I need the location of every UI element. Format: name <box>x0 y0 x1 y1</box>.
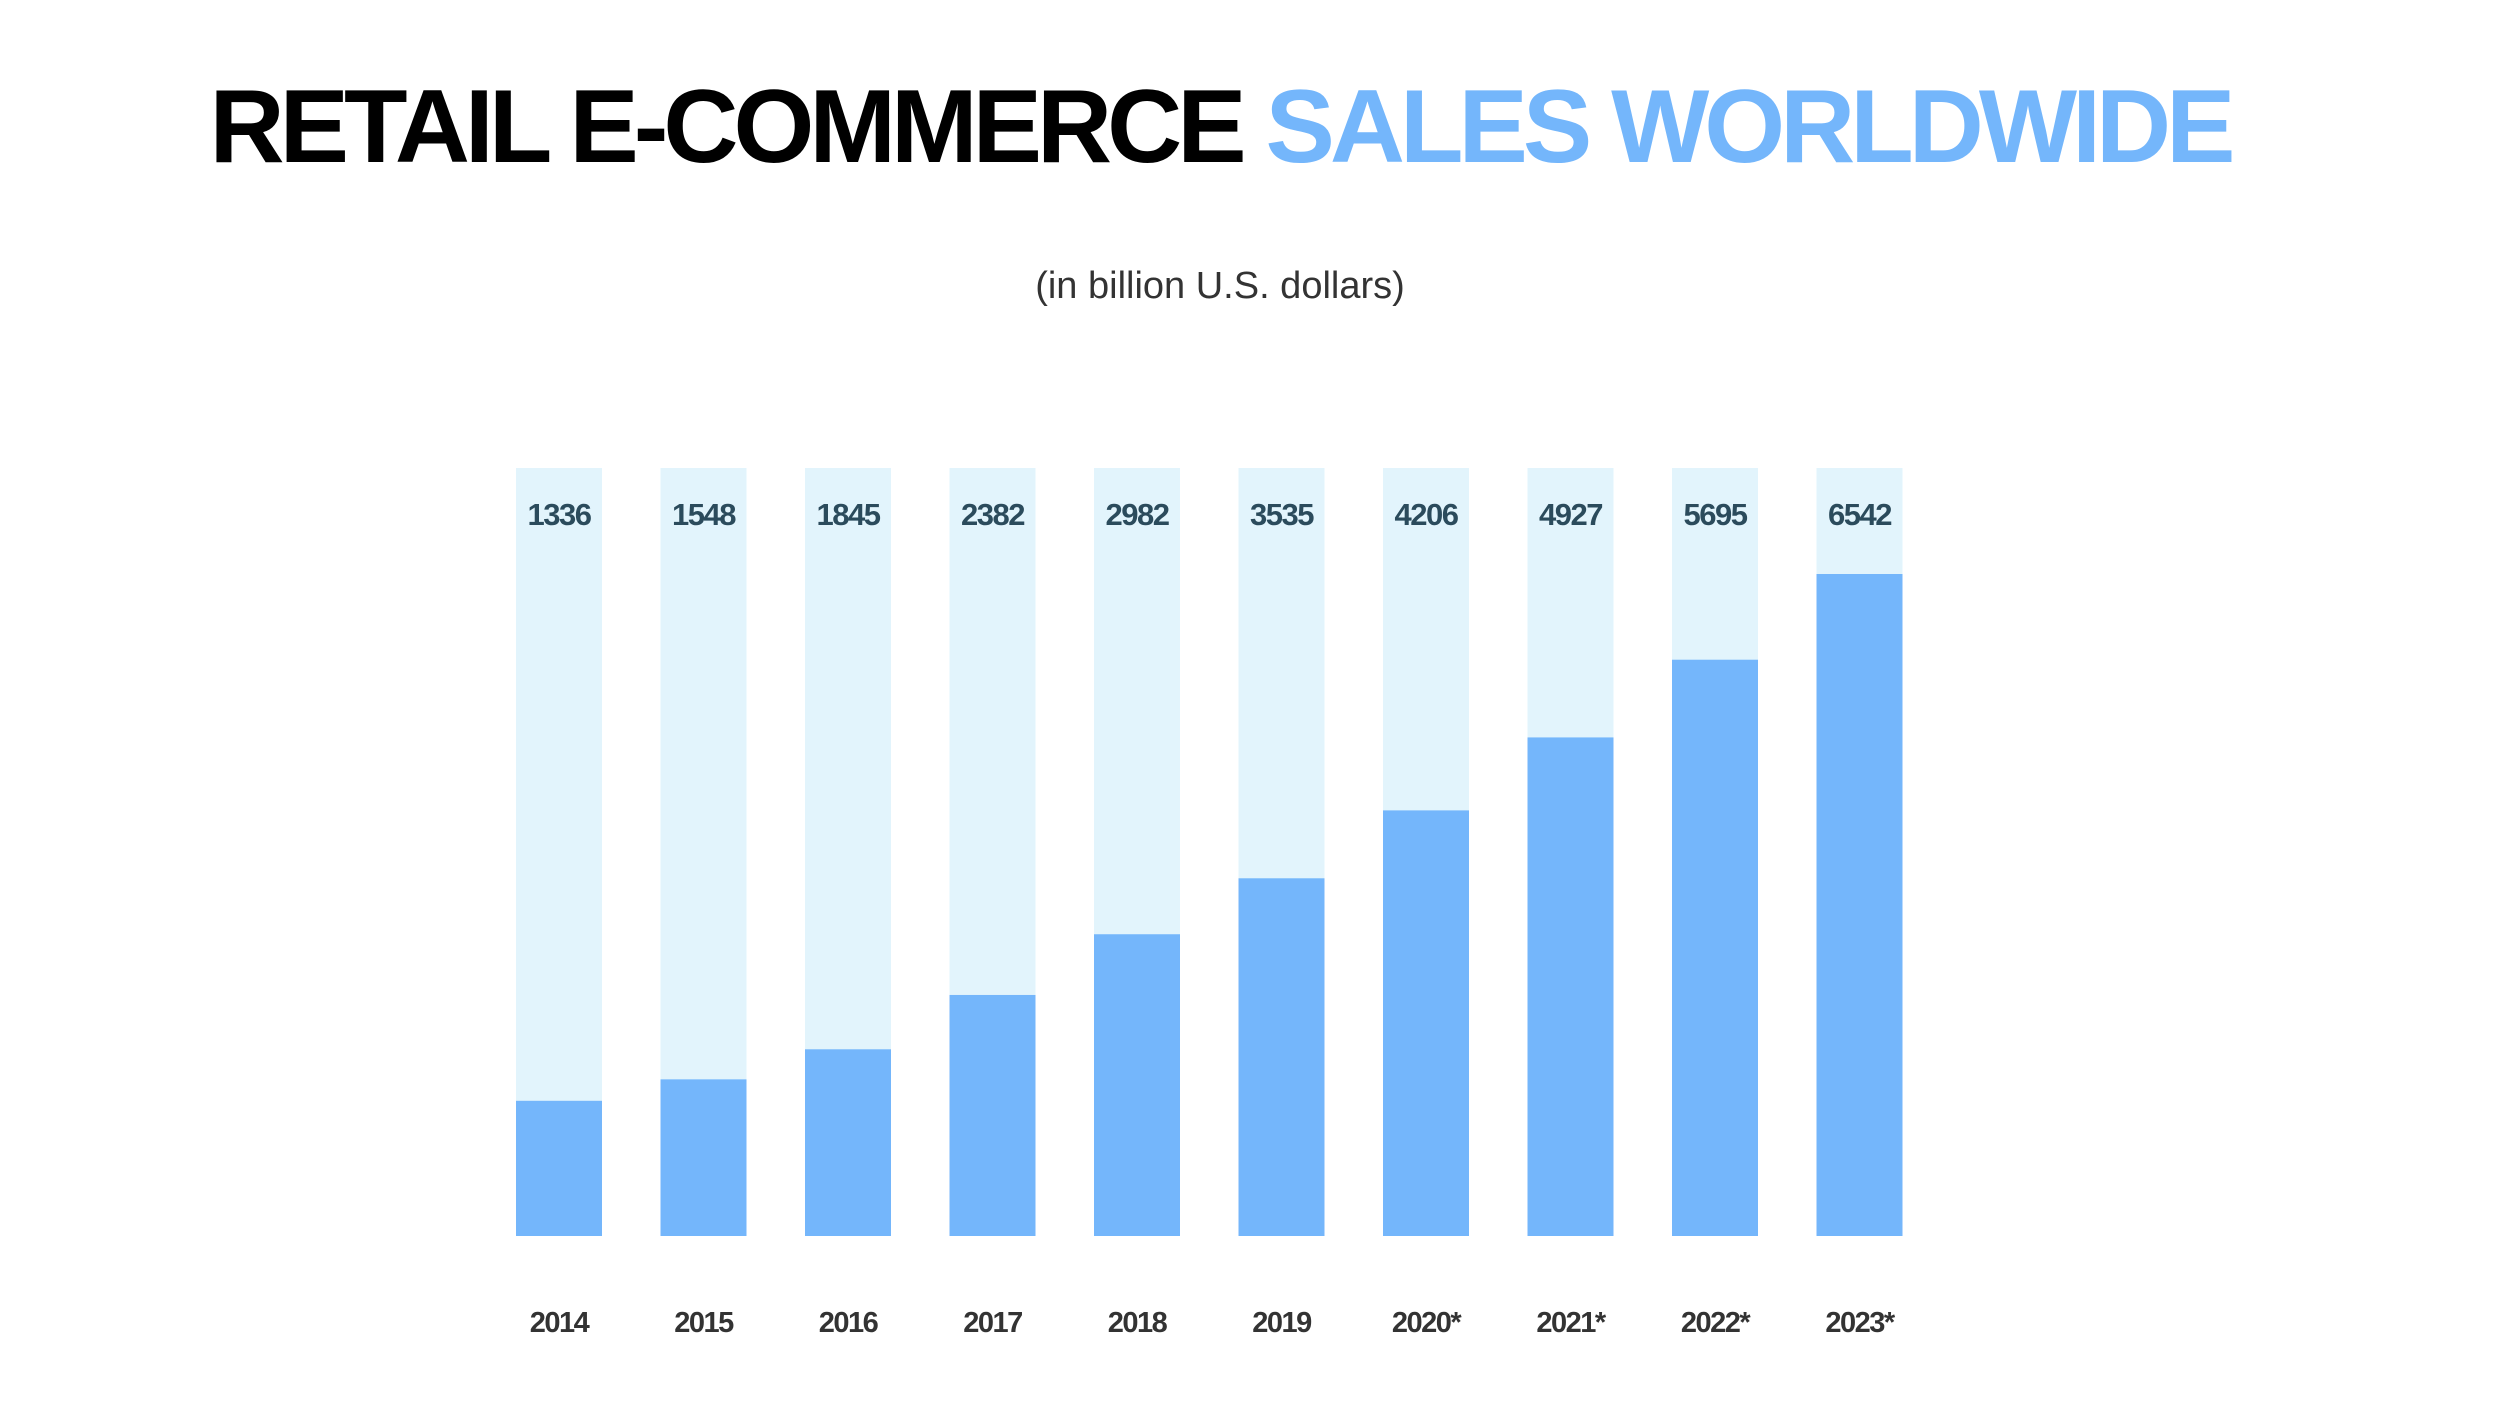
bar-group: 3535 2019 <box>1238 468 1325 1339</box>
value-label: 2982 <box>1106 497 1169 532</box>
category-label: 2023* <box>1825 1307 1896 1339</box>
bar <box>1816 574 1903 1236</box>
bar <box>805 1049 891 1236</box>
value-label: 1845 <box>817 497 881 532</box>
category-label: 2018 <box>1108 1307 1168 1339</box>
value-label: 1548 <box>672 497 736 532</box>
value-label: 2382 <box>961 497 1024 532</box>
bar-group: 6542 2023* <box>1816 468 1903 1339</box>
category-label: 2021* <box>1536 1307 1607 1339</box>
value-label: 1336 <box>528 497 592 532</box>
bar-group: 1336 2014 <box>516 468 602 1339</box>
bar <box>1238 878 1325 1236</box>
bar <box>1672 659 1758 1236</box>
bar-group: 5695 2022* <box>1672 468 1758 1339</box>
bar-group: 4927 2021* <box>1527 468 1614 1339</box>
bar-group: 4206 2020* <box>1383 468 1469 1339</box>
title-part-accent: SALES WORLDWIDE <box>1265 69 2235 185</box>
category-label: 2019 <box>1252 1307 1312 1339</box>
bar <box>949 994 1036 1236</box>
chart-title: RETAIL E-COMMERCE SALES WORLDWIDE <box>0 62 2440 192</box>
category-label: 2020* <box>1392 1307 1463 1339</box>
bar-group: 1845 2016 <box>805 468 891 1339</box>
title-part-dark: RETAIL E-COMMERCE <box>209 69 1266 185</box>
bar <box>516 1100 602 1236</box>
bar-group: 2382 2017 <box>949 468 1036 1339</box>
value-label: 6542 <box>1828 497 1891 532</box>
category-label: 2016 <box>819 1307 879 1339</box>
bar <box>1527 737 1614 1236</box>
bar <box>1094 934 1180 1236</box>
value-label: 3535 <box>1250 497 1314 532</box>
category-label: 2022* <box>1681 1307 1752 1339</box>
category-label: 2015 <box>674 1307 734 1339</box>
category-label: 2017 <box>963 1307 1022 1339</box>
bar-group: 1548 2015 <box>660 468 747 1339</box>
bar-group: 2982 2018 <box>1094 468 1180 1339</box>
value-label: 4206 <box>1395 497 1459 532</box>
category-label: 2014 <box>530 1307 590 1339</box>
chart-subtitle: (in billion U.S. dollars) <box>1035 265 1405 307</box>
value-label: 5695 <box>1684 497 1748 532</box>
value-label: 4927 <box>1539 497 1602 532</box>
bar <box>660 1079 747 1236</box>
bar <box>1383 810 1469 1236</box>
